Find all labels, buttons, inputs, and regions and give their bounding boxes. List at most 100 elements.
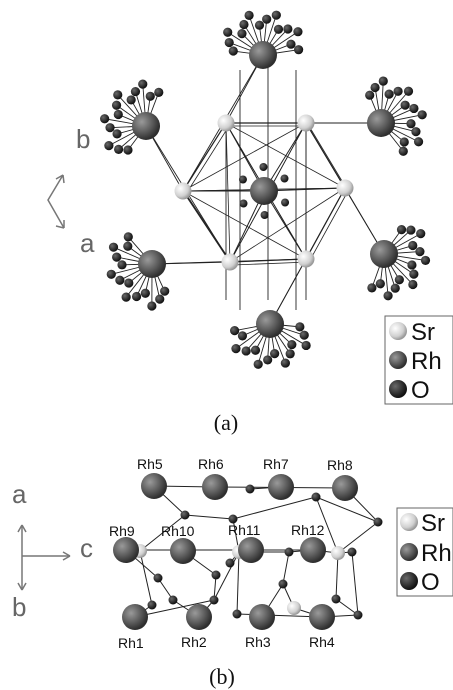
rh-atom-rh7	[268, 474, 294, 500]
rh-atom	[138, 250, 166, 278]
oxygen-atom	[209, 595, 219, 605]
panel-b-legend-rh-swatch	[400, 543, 418, 561]
panel-b-rh-labels: Rh1 Rh2 Rh3 Rh4 Rh5 Rh6 Rh7 Rh8 Rh9 Rh10 Rh11 Rh12	[109, 456, 353, 651]
oxygen-atom	[281, 198, 290, 207]
rh-label-rh10: Rh10	[161, 523, 195, 539]
oxygen-atom	[311, 492, 321, 502]
oxygen-atom	[280, 174, 289, 183]
oxygen-atom	[283, 24, 293, 34]
rh-label-rh7: Rh7	[263, 456, 289, 472]
oxygen-atom	[409, 103, 419, 114]
panel-b-legend: Sr Rh O	[396, 507, 453, 597]
oxygen-atom	[228, 514, 238, 524]
oxygen-atom	[124, 278, 134, 288]
oxygen-atom	[399, 137, 409, 147]
rh-atom-rh5	[141, 473, 167, 499]
bond	[213, 551, 240, 601]
rh-label-rh9: Rh9	[109, 523, 135, 539]
rh-label-rh12: Rh12	[291, 522, 325, 538]
oxygen-atom	[115, 275, 125, 285]
rh-atom-rh10	[170, 538, 196, 564]
rh-atom	[249, 41, 277, 69]
bond	[337, 521, 379, 554]
oxygen-atom	[375, 279, 385, 289]
oxygen-atom	[238, 175, 247, 184]
oxygen-atom	[417, 110, 427, 120]
rh-atom-rh11	[238, 537, 264, 563]
oxygen-atom	[416, 229, 426, 239]
oxygen-atom	[237, 331, 248, 341]
sr-atom	[174, 182, 192, 200]
rh-atom-rh1	[122, 604, 148, 630]
oxygen-atom	[390, 283, 400, 293]
oxygen-atom	[273, 24, 284, 34]
panel-a-sr-atoms	[174, 114, 354, 271]
rh-label-rh5: Rh5	[137, 456, 163, 472]
rh-label-rh6: Rh6	[198, 456, 224, 472]
rh-label-rh4: Rh4	[309, 634, 335, 650]
oxygen-atom	[408, 279, 418, 290]
panel-a-axis-a-label: a	[80, 228, 95, 258]
panel-b-axis-indicator: a c b	[12, 479, 93, 622]
oxygen-atom	[347, 547, 357, 557]
oxygen-atom	[232, 609, 242, 619]
rh-atom-rh3	[249, 604, 275, 630]
oxygen-atom	[140, 288, 150, 298]
oxygen-atom	[231, 344, 241, 354]
oxygen-atom	[230, 326, 240, 336]
oxygen-atom	[408, 240, 418, 251]
oxygen-atom	[225, 558, 235, 568]
oxygen-atom	[400, 100, 410, 110]
oxygen-atom	[409, 269, 419, 279]
rh-atom-rh4	[309, 604, 335, 630]
oxygen-atom	[155, 294, 165, 304]
panel-b-legend-rh-label: Rh	[421, 540, 452, 567]
rh-label-rh8: Rh8	[327, 457, 353, 473]
oxygen-atom	[105, 123, 115, 133]
bond	[182, 190, 307, 260]
bond	[335, 598, 359, 616]
bond	[282, 551, 290, 585]
bond	[315, 496, 339, 554]
rh-atom	[256, 310, 284, 338]
panel-b-legend-sr-label: Sr	[421, 510, 445, 537]
bond	[184, 514, 234, 520]
oxygen-atom	[398, 146, 408, 156]
bond	[308, 125, 349, 192]
oxygen-atom	[260, 210, 269, 219]
bond	[185, 125, 230, 195]
rh-atom	[250, 177, 278, 205]
panel-a-caption: (a)	[214, 410, 238, 435]
oxygen-atom	[239, 199, 248, 208]
oxygen-atom	[154, 87, 164, 97]
oxygen-atom	[108, 242, 119, 252]
bond	[236, 551, 240, 615]
rh-atom-rh9	[113, 537, 139, 563]
bond	[335, 552, 339, 600]
bond	[139, 550, 153, 606]
panel-a-legend-rh-swatch	[389, 351, 407, 369]
oxygen-atom	[287, 339, 297, 350]
rh-atom	[367, 109, 395, 137]
oxygen-atom	[407, 260, 417, 270]
panel-b-caption: (b)	[209, 664, 235, 689]
oxygen-atom	[370, 82, 380, 93]
oxygen-atom	[145, 91, 155, 101]
oxygen-atom	[100, 114, 110, 124]
panel-a-legend-rh-label: Rh	[411, 348, 442, 375]
bond	[134, 599, 215, 618]
sr-atom	[287, 601, 301, 615]
rh-label-rh2: Rh2	[181, 634, 207, 650]
oxygen-atom	[241, 346, 251, 356]
oxygen-atom	[294, 45, 304, 55]
oxygen-atom	[378, 76, 388, 86]
oxygen-atom	[126, 95, 136, 105]
panel-b-axis-a-label: a	[12, 479, 27, 509]
oxygen-atom	[299, 330, 309, 340]
panel-a-rh-atoms	[132, 41, 398, 338]
oxygen-atom	[147, 301, 157, 311]
bond	[182, 122, 307, 192]
oxygen-atom	[113, 109, 123, 120]
rh-atom-rh6	[202, 474, 228, 500]
oxygen-atom	[160, 286, 170, 296]
